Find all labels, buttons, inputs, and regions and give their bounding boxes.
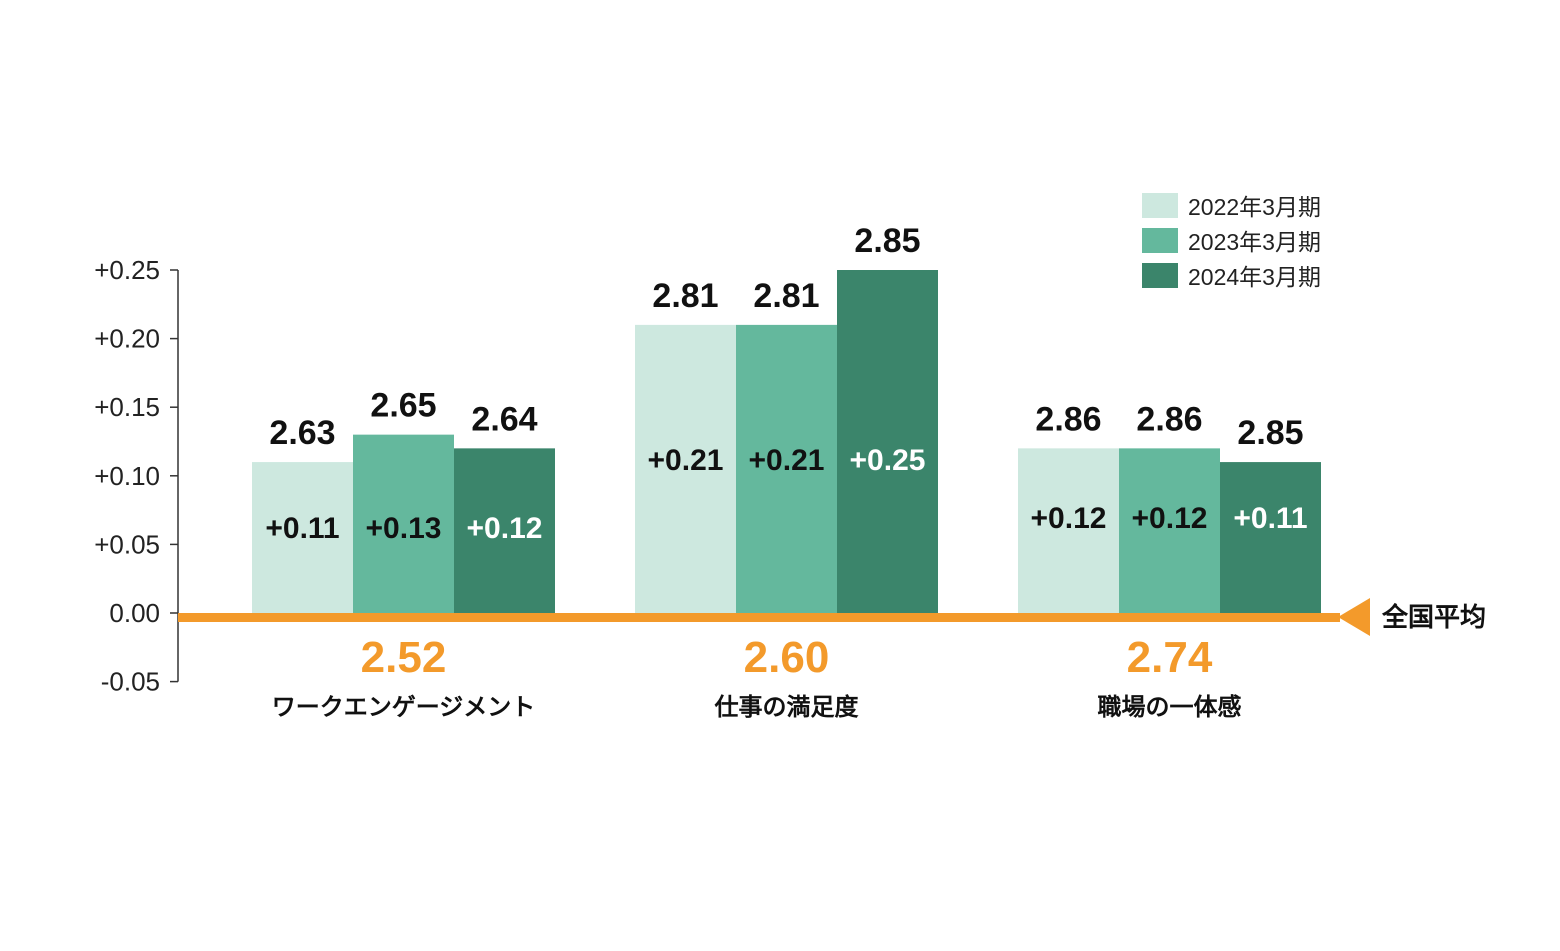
bar [252,462,353,613]
bar [736,324,837,613]
legend-swatch [1142,263,1178,288]
bar-score-label: 2.65 [370,387,436,425]
bar-diff-label: +0.25 [850,444,926,477]
bar [454,448,555,613]
y-tick-label: +0.15 [94,392,160,422]
legend-label: 2022年3月期 [1188,194,1321,220]
category-label: ワークエンゲージメント [272,693,536,721]
bar [635,324,736,613]
bar-score-label: 2.85 [1237,414,1303,452]
bar [1220,462,1321,613]
y-tick-label: +0.25 [94,255,160,285]
bars [252,270,1321,613]
bar-score-label: 2.63 [269,414,335,452]
bar-diff-label: +0.21 [749,444,825,477]
national-average-baseline: 全国平均 [178,598,1486,636]
category-label: 仕事の満足度 [714,693,860,721]
bar-score-label: 2.81 [652,277,718,315]
bar-score-label: 2.85 [854,222,920,260]
bar-diff-label: +0.21 [648,444,724,477]
bar-diff-label: +0.13 [366,512,442,545]
legend: 2022年3月期 2023年3月期 2024年3月期 [1142,193,1321,290]
y-tick-label: +0.10 [94,461,160,491]
y-tick-label: 0.00 [109,598,160,628]
y-tick-label: +0.20 [94,324,160,354]
category-labels: 2.52 ワークエンゲージメント 2.60 仕事の満足度 2.74 職場の一体感 [272,633,1242,721]
bar [1018,448,1119,613]
legend-swatch [1142,228,1178,253]
bar [1119,448,1220,613]
legend-label: 2024年3月期 [1188,264,1321,290]
bar-score-label: 2.86 [1136,400,1202,438]
national-average-value: 2.52 [361,633,447,682]
bar-diff-label: +0.11 [265,512,339,545]
y-axis: +0.25 +0.20 +0.15 +0.10 +0.05 0.00 -0.05 [94,255,179,697]
data-labels: 2.63 +0.11 2.65 +0.13 2.64 +0.12 2.81 +0.21 2.81… [265,222,1307,545]
legend-swatch [1142,193,1178,218]
bar-score-label: 2.81 [753,277,819,315]
national-average-value: 2.74 [1127,633,1213,682]
y-tick-label: -0.05 [101,667,160,697]
bar-diff-label: +0.11 [1233,502,1307,535]
national-average-label: 全国平均 [1381,602,1486,633]
y-tick-label: +0.05 [94,529,160,559]
bar [837,270,938,613]
national-average-value: 2.60 [744,633,830,682]
bar-score-label: 2.86 [1035,400,1101,438]
baseline-arrow [1338,598,1370,636]
bar [353,434,454,613]
bar-diff-label: +0.12 [467,512,543,545]
bar-diff-label: +0.12 [1132,502,1208,535]
category-label: 職場の一体感 [1098,693,1242,721]
baseline-line [178,613,1340,622]
legend-label: 2023年3月期 [1188,229,1321,255]
bar-score-label: 2.64 [471,400,537,438]
bar-diff-label: +0.12 [1031,502,1107,535]
